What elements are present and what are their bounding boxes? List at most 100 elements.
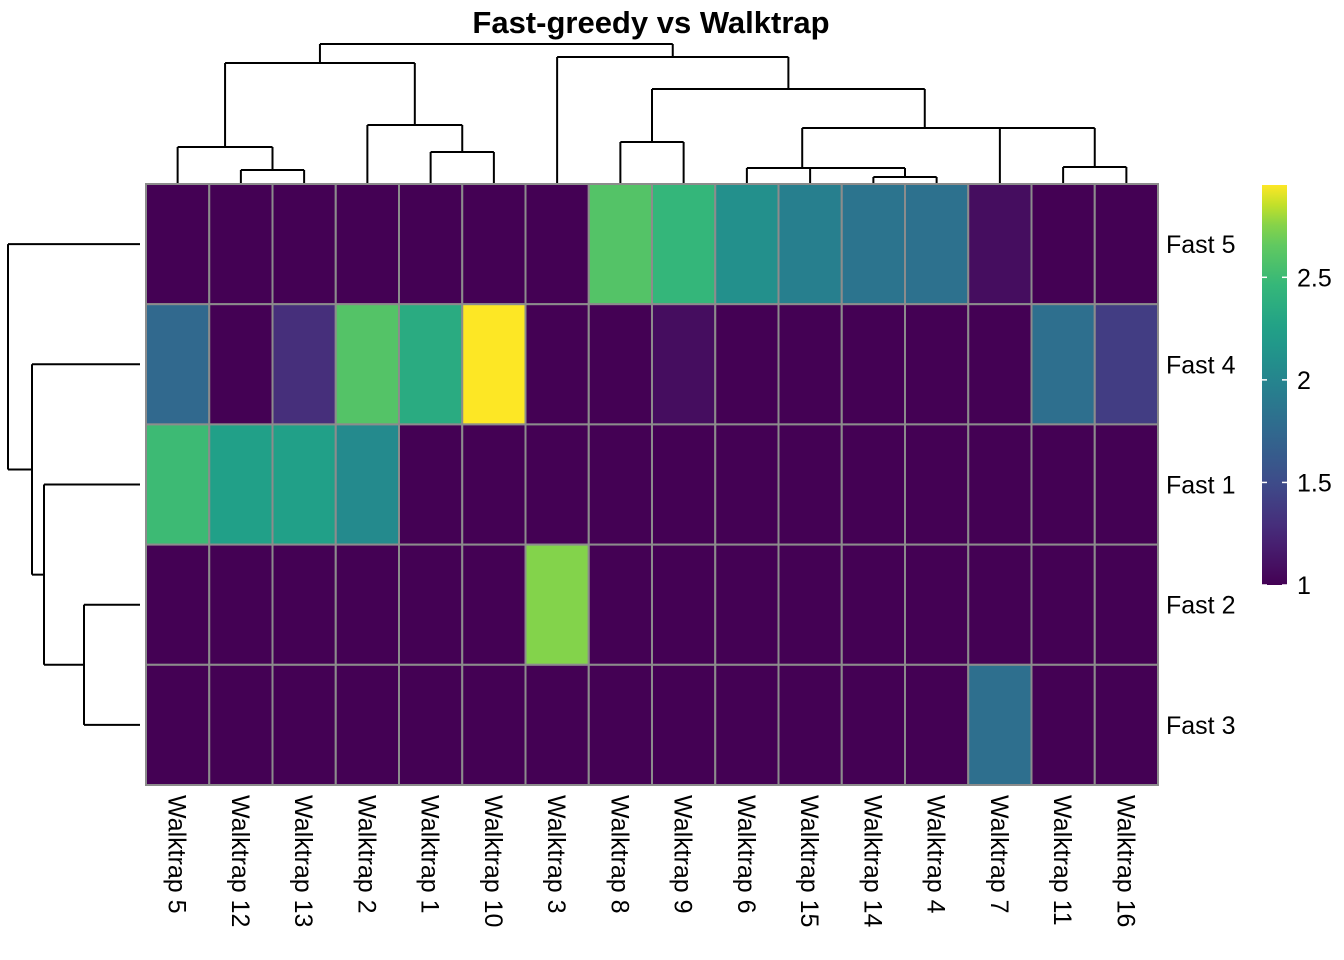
column-label: Walktrap 12 xyxy=(226,795,254,927)
heatmap-cell xyxy=(1093,663,1159,786)
heatmap-cell xyxy=(777,303,843,426)
heatmap-cell xyxy=(587,543,653,666)
column-label: Walktrap 11 xyxy=(1048,795,1076,926)
heatmap-cell xyxy=(334,183,400,306)
heatmap-cell xyxy=(398,303,464,426)
heatmap-cell xyxy=(271,183,337,306)
heatmap-cell xyxy=(904,423,970,546)
heatmap-cell xyxy=(587,303,653,426)
legend-tick-label: 1.5 xyxy=(1297,469,1332,497)
heatmap-cell xyxy=(524,663,590,786)
column-label: Walktrap 2 xyxy=(352,795,380,914)
column-label: Walktrap 8 xyxy=(605,795,633,914)
column-label: Walktrap 7 xyxy=(985,795,1013,914)
legend-colorbar xyxy=(1262,185,1287,585)
heatmap-cell xyxy=(334,543,400,666)
column-label: Walktrap 9 xyxy=(669,795,697,914)
heatmap-cell xyxy=(714,543,780,666)
heatmap-cell xyxy=(271,543,337,666)
heatmap-cell xyxy=(461,543,527,666)
row-label: Fast 2 xyxy=(1166,592,1235,620)
heatmap-cell xyxy=(524,543,590,666)
heatmap-cell xyxy=(208,423,274,546)
heatmap-cell xyxy=(145,543,211,666)
chart-title: Fast-greedy vs Walktrap xyxy=(472,5,829,40)
heatmap-cell xyxy=(587,423,653,546)
heatmap-cell xyxy=(334,303,400,426)
heatmap-cell xyxy=(904,183,970,306)
heatmap-cell xyxy=(714,303,780,426)
heatmap-cell xyxy=(208,543,274,666)
row-dendrogram xyxy=(7,243,140,726)
heatmap-cell xyxy=(1030,303,1096,426)
heatmap-cell xyxy=(334,423,400,546)
heatmap-cell xyxy=(208,303,274,426)
row-labels: Fast 5 Fast 4 Fast 1 Fast 2 Fast 3 xyxy=(1166,231,1236,740)
heatmap-cell xyxy=(967,303,1033,426)
heatmap-cell xyxy=(651,183,717,306)
heatmap-cell xyxy=(145,663,211,786)
legend-tick-label: 2.5 xyxy=(1297,264,1332,292)
heatmap-cell xyxy=(904,543,970,666)
row-label: Fast 5 xyxy=(1166,231,1235,259)
heatmap-cell xyxy=(714,663,780,786)
heatmap-cell xyxy=(461,663,527,786)
heatmap-cell xyxy=(777,663,843,786)
heatmap-cell xyxy=(271,303,337,426)
legend-tick-label: 1 xyxy=(1297,572,1311,600)
heatmap-cell xyxy=(651,303,717,426)
legend-tick-label: 2 xyxy=(1297,367,1311,395)
heatmap-cell xyxy=(524,303,590,426)
heatmap-cell xyxy=(967,543,1033,666)
heatmap-cell xyxy=(840,663,906,786)
heatmap-cell xyxy=(271,423,337,546)
heatmap-cell xyxy=(398,543,464,666)
heatmap-cell xyxy=(145,183,211,306)
heatmap-cell xyxy=(461,423,527,546)
heatmap-cell xyxy=(840,183,906,306)
column-label: Walktrap 4 xyxy=(922,795,950,914)
heatmap-cell xyxy=(145,423,211,546)
heatmap-cell xyxy=(587,183,653,306)
column-label: Walktrap 15 xyxy=(795,795,823,927)
heatmap-cell xyxy=(777,543,843,666)
heatmap-cell xyxy=(524,183,590,306)
heatmap-cell xyxy=(398,663,464,786)
heatmap-cell xyxy=(777,423,843,546)
row-label: Fast 1 xyxy=(1166,472,1235,500)
color-legend: 1 1.5 2 2.5 xyxy=(1262,185,1332,600)
heatmap-cell xyxy=(840,423,906,546)
column-labels: Walktrap 5 Walktrap 12 Walktrap 13 Walktrap… xyxy=(163,795,1140,928)
column-label: Walktrap 14 xyxy=(858,795,886,928)
heatmap-cell xyxy=(208,663,274,786)
heatmap-cell xyxy=(967,423,1033,546)
heatmap-cell xyxy=(714,423,780,546)
heatmap-cell xyxy=(461,303,527,426)
row-label: Fast 3 xyxy=(1166,712,1235,740)
heatmap-cell xyxy=(904,303,970,426)
column-label: Walktrap 5 xyxy=(163,795,191,914)
heatmap-cell xyxy=(651,543,717,666)
heatmap-cell xyxy=(1030,543,1096,666)
heatmap-cell xyxy=(967,183,1033,306)
heatmap-cell xyxy=(271,663,337,786)
heatmap-cell xyxy=(398,423,464,546)
column-dendrogram xyxy=(176,43,1128,184)
heatmap-cell xyxy=(1030,183,1096,306)
heatmap-cell xyxy=(1093,183,1159,306)
heatmap-cell xyxy=(1030,663,1096,786)
column-label: Walktrap 3 xyxy=(542,795,570,914)
heatmap-cell xyxy=(1030,423,1096,546)
heatmap-cell xyxy=(208,183,274,306)
heatmap-cell xyxy=(904,663,970,786)
column-label: Walktrap 10 xyxy=(479,795,507,927)
heatmap-cell xyxy=(651,423,717,546)
heatmap-cell xyxy=(651,663,717,786)
heatmap-cell xyxy=(840,303,906,426)
heatmap-cell xyxy=(334,663,400,786)
heatmap-cells xyxy=(145,183,1159,786)
heatmap-cell xyxy=(398,183,464,306)
column-label: Walktrap 6 xyxy=(732,795,760,914)
heatmap-cell xyxy=(587,663,653,786)
